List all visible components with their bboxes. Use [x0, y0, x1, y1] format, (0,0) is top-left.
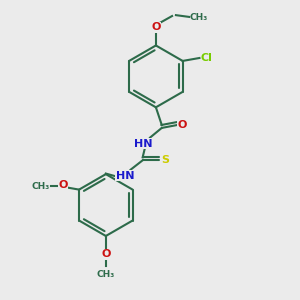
Text: O: O — [101, 249, 110, 259]
Text: O: O — [151, 22, 160, 32]
Text: S: S — [162, 155, 170, 165]
Text: CH₃: CH₃ — [190, 13, 208, 22]
Text: CH₃: CH₃ — [97, 270, 115, 279]
Text: O: O — [58, 180, 68, 190]
Text: CH₃: CH₃ — [32, 182, 50, 190]
Text: HN: HN — [116, 171, 134, 181]
Text: Cl: Cl — [200, 53, 212, 63]
Text: HN: HN — [134, 139, 152, 148]
Text: O: O — [178, 120, 187, 130]
